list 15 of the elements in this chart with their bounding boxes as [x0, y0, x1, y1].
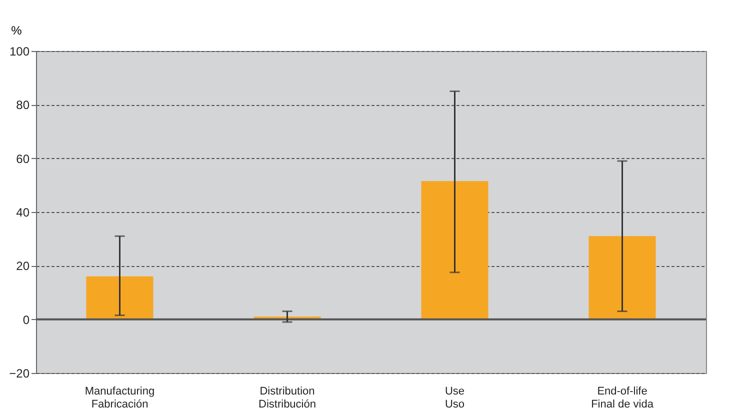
- y-tick-label: 80: [16, 98, 30, 112]
- y-axis-title: %: [11, 24, 22, 38]
- bar: [86, 276, 154, 320]
- x-tick-label: End-of-life Final de vida: [591, 386, 654, 410]
- x-tick-label: Distribution Distribución: [258, 386, 316, 410]
- bar: [588, 236, 656, 320]
- y-tick-label: 60: [16, 152, 30, 166]
- x-tick-label: Manufacturing Fabricación: [84, 386, 155, 410]
- y-tick-label: −20: [9, 366, 30, 380]
- y-tick-label: 0: [22, 312, 30, 327]
- y-tick-label: 40: [16, 206, 30, 220]
- x-tick-label: Use Uso: [444, 386, 465, 410]
- bar: [421, 181, 488, 320]
- y-tick-label: 100: [9, 44, 30, 58]
- y-tick-label: 20: [16, 259, 30, 274]
